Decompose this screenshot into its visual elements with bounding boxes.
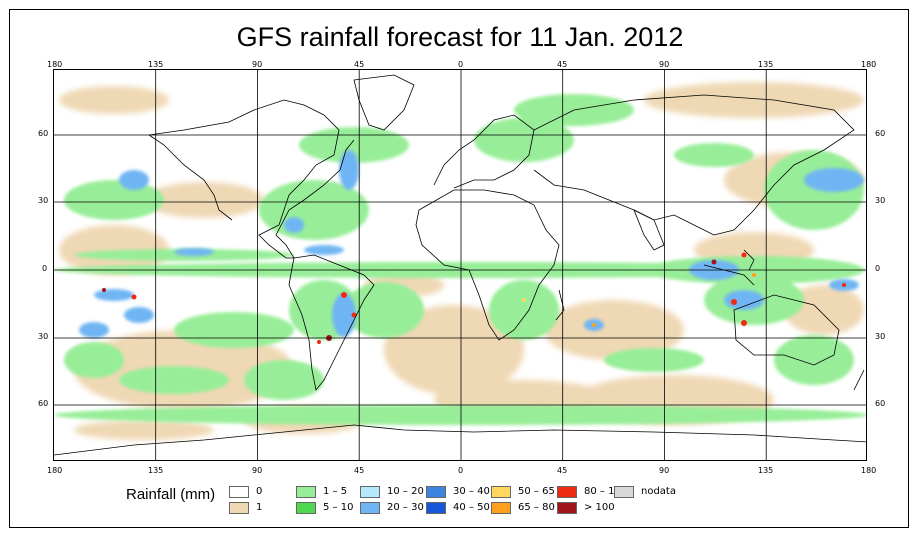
lon-label-bottom: 90	[659, 466, 670, 475]
legend-label: nodata	[641, 486, 676, 497]
lon-label-top: 180	[47, 60, 63, 69]
legend-swatch	[296, 486, 316, 498]
lon-label-bottom: 90	[252, 466, 263, 475]
legend-label: 1	[256, 502, 263, 513]
lon-label-top: 0	[458, 60, 464, 69]
lon-label-bottom: 45	[354, 466, 365, 475]
lon-label-top: 135	[148, 60, 164, 69]
legend-swatch	[229, 502, 249, 514]
lon-label-bottom: 180	[47, 466, 63, 475]
legend-swatch	[360, 486, 380, 498]
legend-label: 0	[256, 486, 263, 497]
legend-label: 40 – 50	[453, 502, 490, 513]
figure-frame	[9, 9, 909, 528]
lat-lon-grid	[54, 70, 866, 460]
lon-label-top: 45	[557, 60, 568, 69]
map-title: GFS rainfall forecast for 11 Jan. 2012	[236, 22, 684, 52]
lat-label-left: 30	[38, 332, 49, 341]
lon-label-top: 90	[252, 60, 263, 69]
lat-label-left: 0	[42, 264, 48, 273]
legend-swatch	[229, 486, 249, 498]
lat-label-right: 60	[875, 399, 886, 408]
legend-label: 1 – 5	[323, 486, 348, 497]
legend-swatch	[491, 486, 511, 498]
lat-label-right: 0	[875, 264, 881, 273]
legend-swatch	[426, 486, 446, 498]
lat-label-left: 60	[38, 399, 49, 408]
lon-label-top: 90	[659, 60, 670, 69]
lon-label-bottom: 180	[861, 466, 877, 475]
legend-label: 20 – 30	[387, 502, 424, 513]
map-canvas	[54, 70, 866, 460]
legend-swatch	[557, 486, 577, 498]
lon-label-bottom: 45	[557, 466, 568, 475]
lon-label-bottom: 135	[758, 466, 774, 475]
legend-label: 30 – 40	[453, 486, 490, 497]
legend-swatch	[296, 502, 316, 514]
legend-swatch	[491, 502, 511, 514]
lon-label-top: 45	[354, 60, 365, 69]
lon-label-bottom: 135	[148, 466, 164, 475]
lat-label-left: 60	[38, 129, 49, 138]
rainfall-map	[53, 69, 867, 461]
rain-heavy-areas	[79, 150, 864, 338]
lon-label-top: 180	[861, 60, 877, 69]
rain-extreme-cells	[102, 252, 846, 344]
lat-label-right: 30	[875, 196, 886, 205]
legend-label: > 100	[584, 502, 615, 513]
legend-swatch	[426, 502, 446, 514]
legend-label: 10 – 20	[387, 486, 424, 497]
legend-title: Rainfall (mm)	[126, 486, 216, 503]
lat-label-right: 60	[875, 129, 886, 138]
lon-label-bottom: 0	[458, 466, 464, 475]
legend-label: 50 – 65	[518, 486, 555, 497]
lon-label-top: 135	[758, 60, 774, 69]
legend-label: 5 – 10	[323, 502, 354, 513]
legend-label: 80 – 100	[584, 486, 628, 497]
legend-swatch	[614, 486, 634, 498]
legend-swatch	[557, 502, 577, 514]
lat-label-left: 30	[38, 196, 49, 205]
legend-label: 65 – 80	[518, 502, 555, 513]
legend-swatch	[360, 502, 380, 514]
lat-label-right: 30	[875, 332, 886, 341]
